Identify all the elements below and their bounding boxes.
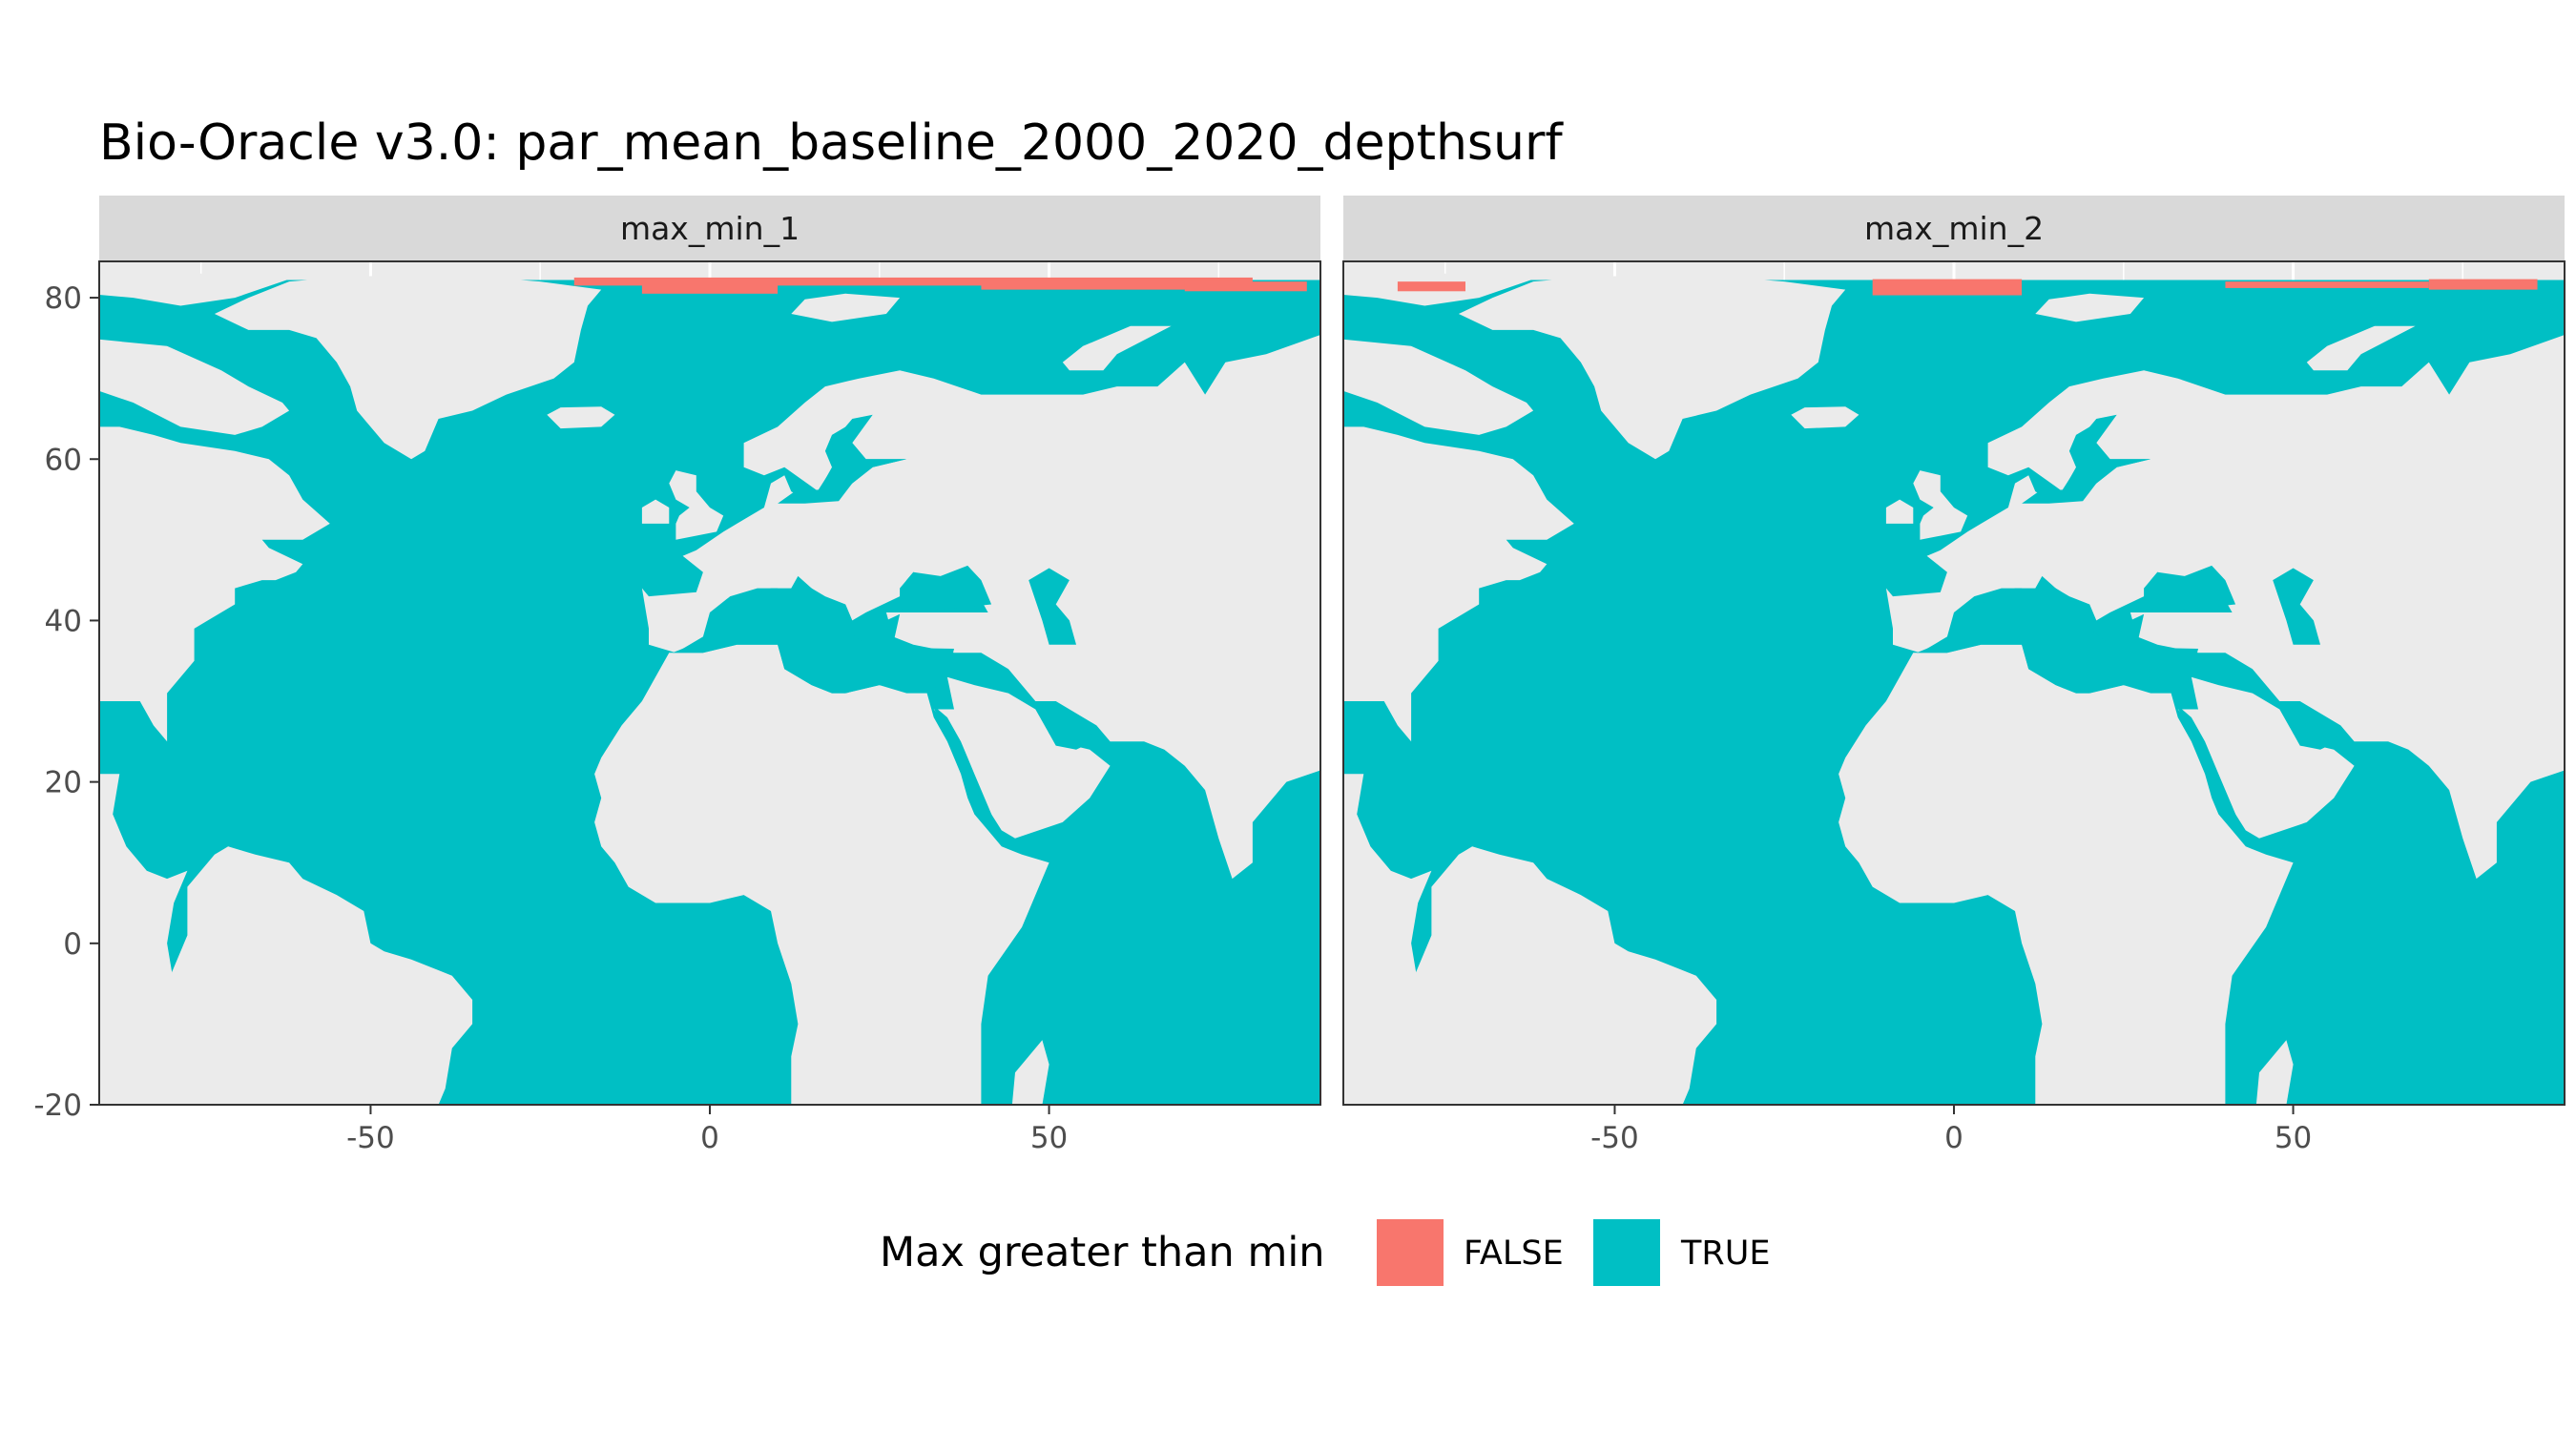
land-arabia [933,676,1111,839]
y-tick-label: 20 [45,766,82,800]
false-cell-cluster [2225,281,2429,288]
sea-black [2144,565,2236,612]
land-arabia [2177,676,2355,839]
facet-panels: max_min_1 -50 0 50 80 60 40 20 0 -20 max_min_2 -50 0… [33,196,2566,1155]
land-baffin-island [1343,339,1534,435]
x-tick-label: 50 [2275,1121,2312,1155]
land-north-america [99,426,330,1105]
false-cell-cluster [1872,279,2023,296]
inland-seas [1916,414,2337,843]
land-eurasia [1885,334,2565,880]
sea-caspian [1028,568,1076,645]
false-cell-cluster [981,280,1239,290]
false-cell-cluster [641,281,779,294]
land-africa [1839,644,2294,1105]
facet-strip-label: max_min_1 [620,210,800,247]
false-cell-cluster [2428,279,2538,290]
land-eurasia [641,334,1320,880]
facet-strip [1343,196,2565,261]
land-arctic-islands [99,273,290,306]
x-tick-label: 50 [1030,1121,1068,1155]
sea-red [930,702,1008,843]
land-south-america [1411,846,1717,1105]
false-cell-cluster [1184,281,1307,292]
land-svalbard [2035,293,2145,322]
x-tick-label: 0 [700,1121,719,1155]
sea-persian-gulf [2279,701,2337,750]
y-tick-label: 0 [63,927,82,962]
land-ireland [641,499,670,524]
sea-caspian [2273,568,2320,645]
sea-baltic [778,414,907,504]
plot-title: Bio-Oracle v3.0: par_mean_baseline_2000_… [99,114,1564,172]
land-novaya-zemlya [1062,325,1172,371]
inland-seas [672,414,1093,843]
legend-key-true [1593,1219,1660,1286]
land-madagascar [2255,1040,2294,1105]
land-masses [99,273,1320,1105]
land-great-britain [669,470,724,540]
land-africa [594,644,1049,1105]
legend-key-false [1377,1219,1444,1286]
sea-red [2174,702,2253,843]
legend: Max greater than min FALSE TRUE [880,1219,1770,1286]
facet-strip [99,196,1320,261]
legend-title: Max greater than min [880,1229,1325,1276]
sea-mediterranean [1916,575,2198,694]
facet-panel: max_min_1 -50 0 50 80 60 40 20 0 -20 [33,196,1321,1155]
land-greenland [1458,273,1846,460]
sea-baltic [2022,414,2151,504]
land-iceland [1791,406,1859,429]
legend-label-false: FALSE [1464,1234,1564,1273]
false-cells [1397,279,2538,296]
false-cell-cluster [573,277,1253,286]
land-greenland [214,273,602,460]
land-north-america [1343,426,1574,1105]
false-cell-cluster [1397,281,1465,292]
land-south-america [167,846,473,1105]
sea-persian-gulf [1035,701,1093,750]
land-svalbard [791,293,901,322]
y-tick-label: 40 [45,604,82,638]
facet-strip-label: max_min_2 [1864,210,2044,247]
sea-mediterranean [672,575,954,694]
land-novaya-zemlya [2306,325,2416,371]
y-tick-label: -20 [33,1089,82,1123]
x-tick-label: 0 [1944,1121,1963,1155]
land-madagascar [1011,1040,1049,1105]
map-area [99,261,1320,1105]
land-iceland [547,406,615,429]
map-area [1343,261,2565,1105]
legend-label-true: TRUE [1680,1234,1770,1273]
sea-black [900,565,992,612]
facet-panel: max_min_2 -50 0 50 [1342,196,2566,1155]
land-baffin-island [99,339,290,435]
land-masses [1343,273,2565,1105]
y-tick-label: 60 [45,443,82,477]
land-great-britain [1913,470,1968,540]
x-tick-label: -50 [346,1121,395,1155]
land-ireland [1885,499,1914,524]
x-tick-label: -50 [1590,1121,1639,1155]
false-cells [573,277,1307,294]
y-tick-label: 80 [45,281,82,316]
